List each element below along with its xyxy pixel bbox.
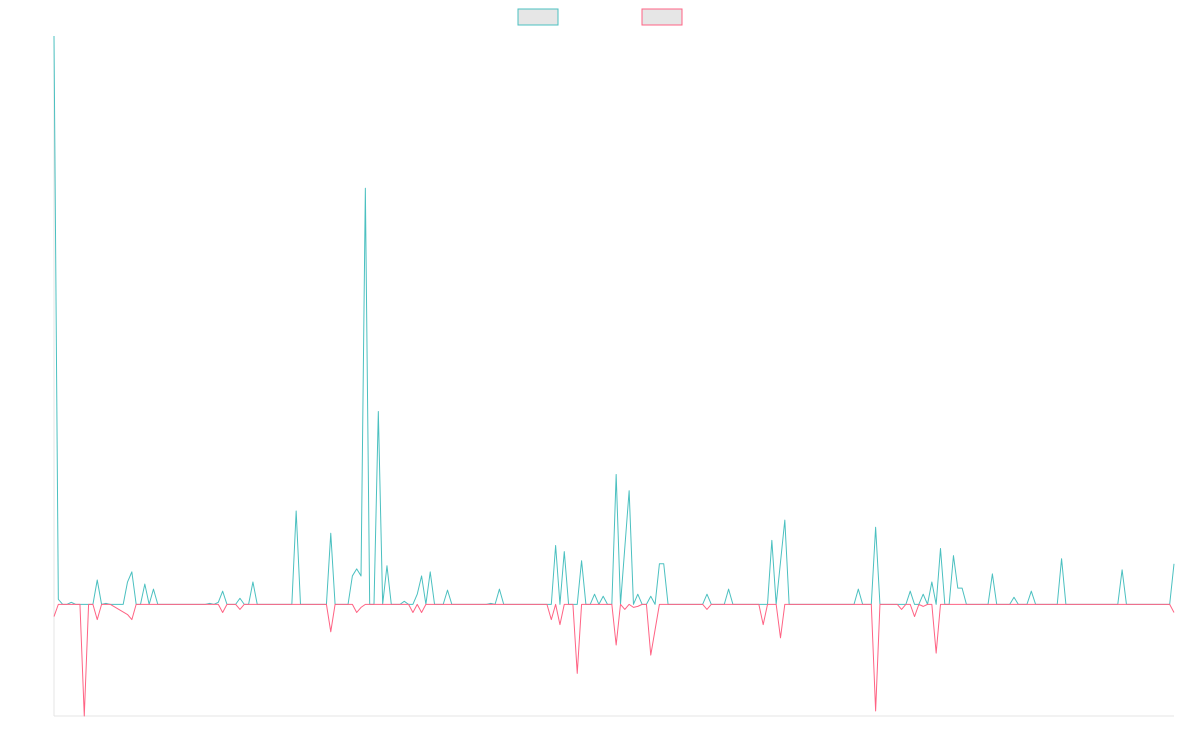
series-line-2 [53,603,1175,717]
legend [517,8,683,26]
legend-swatch-2[interactable] [641,8,683,26]
legend-swatch-1[interactable] [517,8,559,26]
series-line-1 [53,35,1175,605]
series-layer [53,35,1175,717]
